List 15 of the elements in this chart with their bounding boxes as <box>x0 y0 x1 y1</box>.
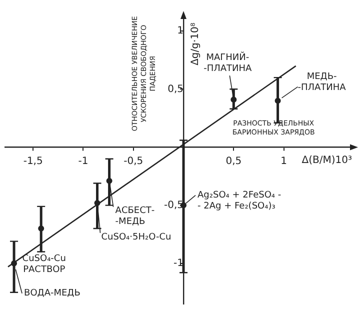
annotation: МЕДЬ- -ПЛАТИНА <box>298 72 347 94</box>
y-tick-label: 0,5 <box>168 84 184 95</box>
x-axis-title: Δ(B/M)10³ <box>302 154 352 166</box>
x-tick-label: 1 <box>280 156 287 167</box>
annotation: Ag₂SO₄ + 2FeSO₄ - - 2Ag + Fe₂(SO₄)₃ <box>198 190 282 212</box>
x-tick-label: 0,5 <box>226 156 242 167</box>
annotation: CuSO₄·5H₂O-Cu <box>101 232 172 242</box>
x-tick-label: -1 <box>78 156 88 167</box>
annotation: ВОДА-МЕДЬ <box>24 288 80 299</box>
annotation: CuSO₄-Cu РАСТВОР <box>22 254 66 275</box>
x-tick-label: -1,5 <box>23 156 43 167</box>
x-tick-label: -0,5 <box>124 156 144 167</box>
y-axis-title: Δg/g·10⁸ <box>190 22 202 66</box>
annotation: АСБЕСТ- -МЕДЬ <box>115 206 155 228</box>
annotation: МАГНИЙ- -ПЛАТИНА <box>204 50 253 74</box>
